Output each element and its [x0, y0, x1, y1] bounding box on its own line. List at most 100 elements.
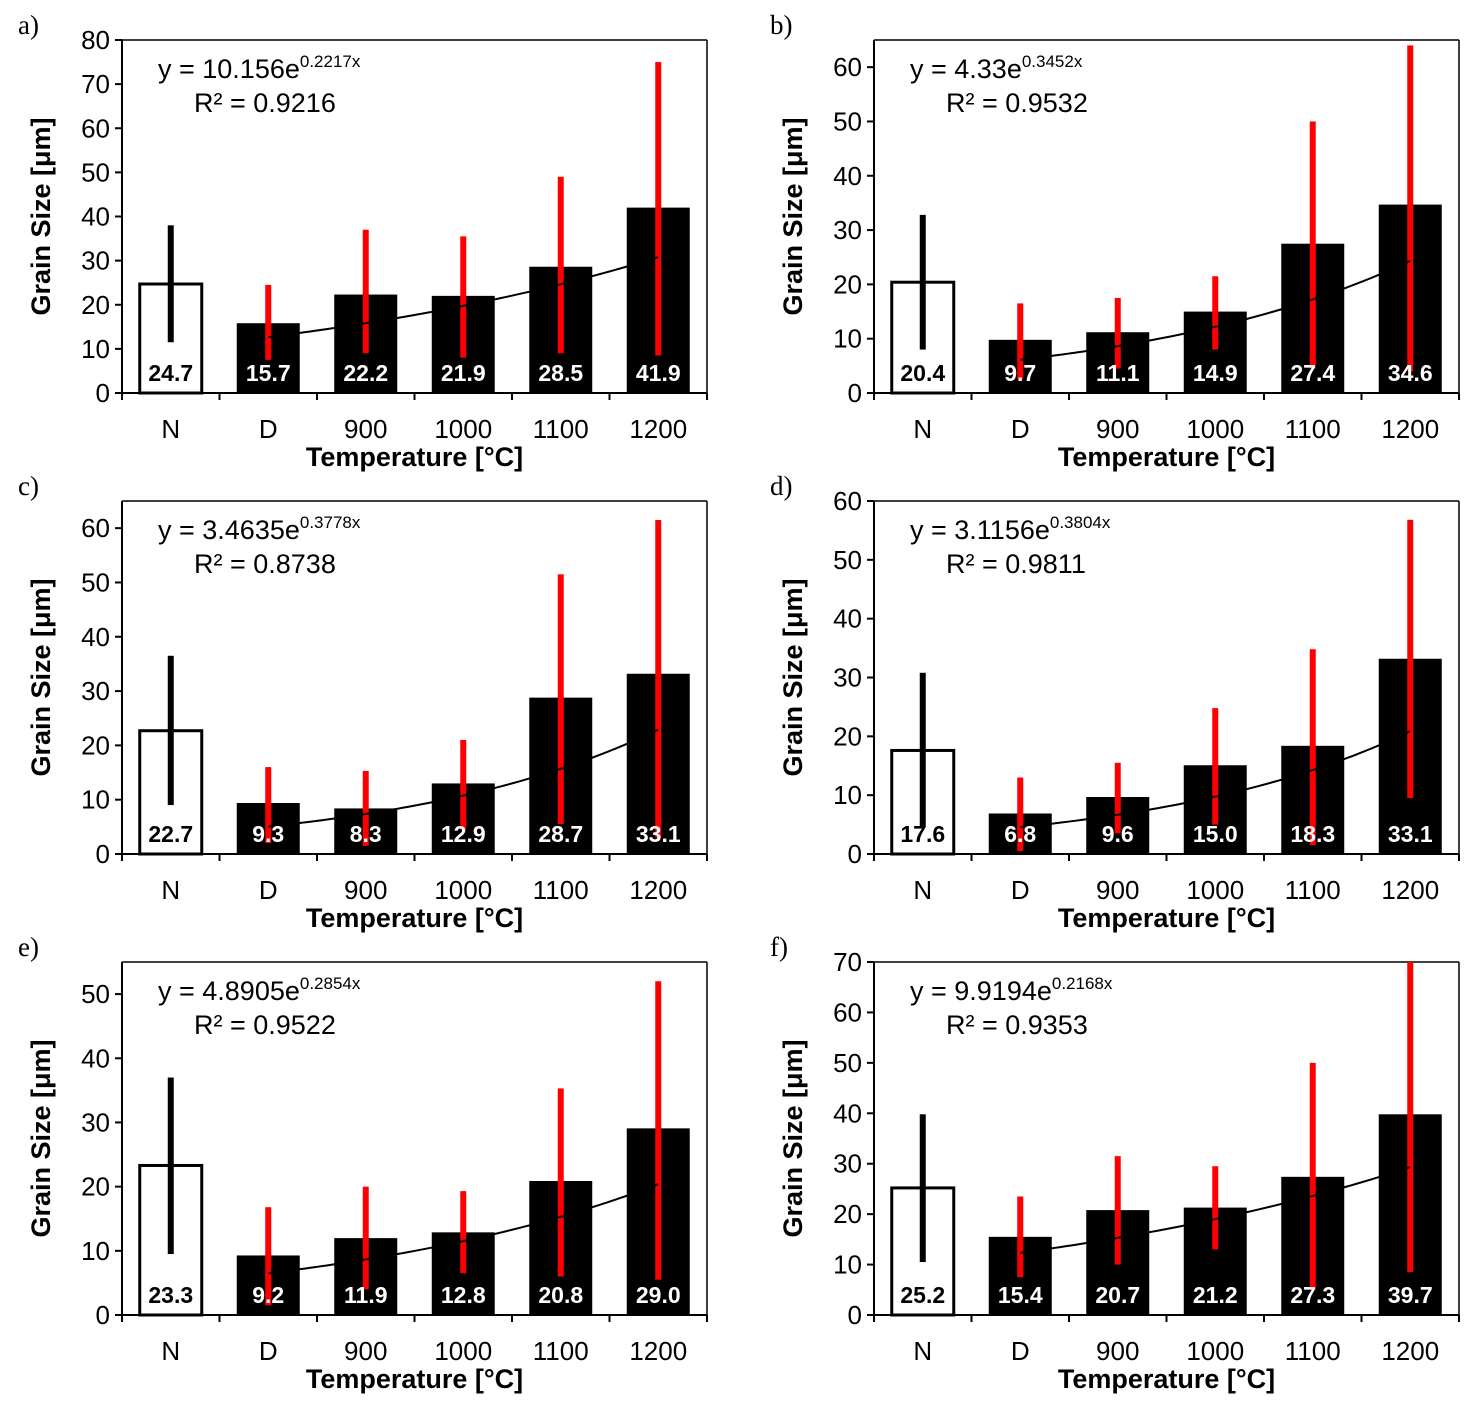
error-bar-1200: [655, 62, 662, 356]
trend-equation: y = 3.1156e0.3804x: [910, 513, 1111, 545]
x-tick-label: N: [161, 414, 180, 444]
error-bar-N: [167, 655, 174, 806]
y-tick-label: 0: [96, 378, 110, 408]
y-tick-label: 60: [833, 997, 862, 1027]
x-tick-label: N: [913, 1336, 932, 1366]
value-label-D: 9.2: [252, 1282, 284, 1308]
y-tick-label: 40: [833, 604, 862, 634]
x-tick-label: 1200: [629, 1336, 687, 1366]
x-tick-label: 900: [344, 875, 387, 905]
y-tick-label: 40: [81, 622, 110, 652]
error-bar-D: [265, 284, 272, 360]
error-bar-900: [1114, 297, 1121, 369]
r-squared-label: R² = 0.8738: [194, 549, 336, 579]
x-tick-label: D: [1011, 875, 1030, 905]
y-tick-label: 50: [833, 1048, 862, 1078]
x-tick-label: 1000: [434, 414, 492, 444]
error-bar-1000: [1212, 708, 1219, 825]
y-tick-label: 20: [81, 290, 110, 320]
y-tick-label: 30: [81, 246, 110, 276]
value-label-1000: 21.2: [1193, 1282, 1238, 1308]
r-squared-label: R² = 0.9532: [946, 88, 1088, 118]
y-tick-label: 20: [833, 721, 862, 751]
x-tick-label: 900: [344, 414, 387, 444]
panel-label: f): [770, 932, 788, 962]
y-tick-label: 30: [81, 1107, 110, 1137]
value-label-N: 25.2: [900, 1282, 945, 1308]
trendline: [268, 1183, 659, 1275]
y-axis-title: Grain Size [μm]: [778, 578, 808, 776]
y-tick-label: 20: [833, 269, 862, 299]
error-bar-900: [362, 770, 369, 846]
trend-equation: y = 9.9194e0.2168x: [910, 974, 1113, 1006]
y-tick-label: 40: [81, 202, 110, 232]
value-label-D: 15.7: [246, 360, 291, 386]
value-label-N: 24.7: [148, 360, 193, 386]
y-axis-title: Grain Size [μm]: [778, 117, 808, 315]
panel-label: b): [770, 10, 793, 40]
value-label-N: 22.7: [148, 821, 193, 847]
error-bar-1100: [557, 574, 564, 825]
chart-panel-a: a) 0 10 20 30 40 50 60 70 80 24.7 15.7 22.2 21.9 28.5 4…: [18, 10, 708, 472]
trendline: [268, 728, 659, 828]
error-bar-1000: [1212, 1166, 1219, 1250]
x-tick-label: D: [259, 875, 278, 905]
x-tick-label: 1000: [1186, 1336, 1244, 1366]
chart-panel-e: e) 0 10 20 30 40 50 23.3 9.2 11.9 12.8 20.8 29.0 N D 90…: [18, 932, 708, 1394]
error-bar-1200: [1407, 962, 1414, 1273]
error-bar-1100: [557, 1088, 564, 1277]
trend-equation-exponent: 0.3778x: [300, 513, 361, 532]
trend-equation-exponent: 0.2854x: [300, 974, 361, 993]
x-tick-label: N: [161, 1336, 180, 1366]
value-label-1200: 33.1: [1388, 821, 1433, 847]
x-tick-label: N: [913, 875, 932, 905]
y-tick-label: 30: [833, 663, 862, 693]
x-tick-label: 1200: [629, 414, 687, 444]
value-label-1100: 20.8: [538, 1282, 583, 1308]
value-label-D: 9.7: [1004, 360, 1036, 386]
error-bar-1000: [460, 739, 467, 830]
y-tick-label: 0: [848, 1300, 862, 1330]
error-bar-1200: [655, 981, 662, 1280]
trend-equation-base: y = 4.8905e: [158, 976, 300, 1006]
r-squared-label: R² = 0.9811: [946, 549, 1086, 579]
y-tick-label: 30: [833, 215, 862, 245]
error-bar-D: [265, 1207, 272, 1306]
error-bar-1000: [1212, 276, 1219, 350]
y-tick-label: 60: [833, 486, 862, 516]
error-bar-900: [362, 229, 369, 354]
error-bar-900: [1114, 1156, 1121, 1265]
x-tick-label: N: [161, 875, 180, 905]
x-tick-label: D: [259, 1336, 278, 1366]
value-label-1000: 12.8: [441, 1282, 486, 1308]
r-squared-label: R² = 0.9216: [194, 88, 336, 118]
y-tick-label: 30: [81, 676, 110, 706]
error-bar-1000: [460, 236, 467, 358]
error-bar-1200: [1407, 519, 1414, 799]
x-tick-label: 1100: [1285, 875, 1341, 905]
trend-equation-exponent: 0.2217x: [300, 52, 361, 71]
x-tick-label: 1200: [1381, 875, 1439, 905]
error-bar-1100: [1309, 1062, 1316, 1290]
x-tick-label: 1100: [533, 875, 589, 905]
y-tick-label: 60: [833, 52, 862, 82]
value-label-N: 17.6: [900, 821, 945, 847]
y-tick-label: 0: [96, 839, 110, 869]
y-tick-label: 40: [833, 161, 862, 191]
x-tick-label: 1000: [1186, 414, 1244, 444]
chart-panel-b: b) 0 10 20 30 40 50 60 20.4 9.7 11.1 14.9 27.4 34.6 N D…: [770, 10, 1460, 472]
x-tick-label: D: [1011, 1336, 1030, 1366]
y-tick-label: 50: [833, 545, 862, 575]
trend-equation: y = 3.4635e0.3778x: [158, 513, 361, 545]
error-bar-D: [1017, 1196, 1024, 1278]
x-tick-label: 1000: [434, 875, 492, 905]
y-axis-title: Grain Size [μm]: [26, 117, 56, 315]
y-tick-label: 60: [81, 513, 110, 543]
y-tick-label: 10: [833, 324, 862, 354]
y-tick-label: 50: [81, 157, 110, 187]
y-tick-label: 40: [833, 1098, 862, 1128]
panel-label: d): [770, 471, 793, 501]
value-label-1200: 29.0: [636, 1282, 681, 1308]
y-tick-label: 20: [833, 1199, 862, 1229]
